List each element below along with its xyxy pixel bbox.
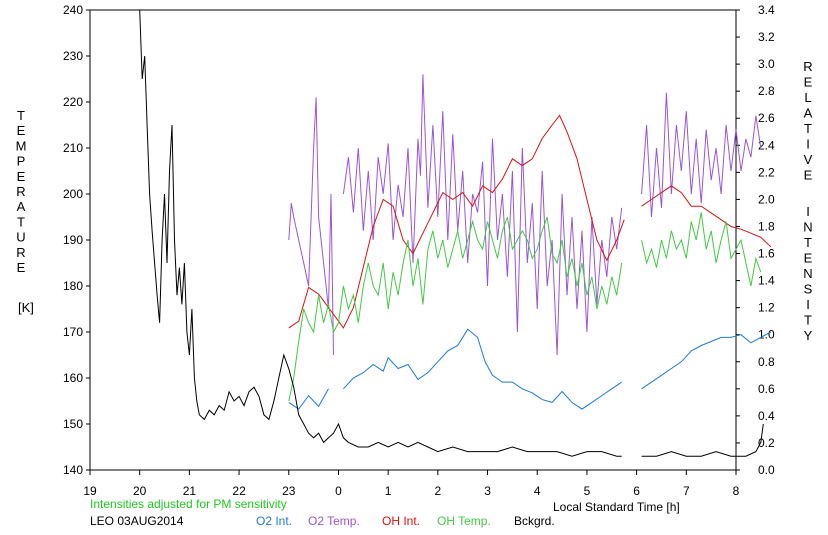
- right-label-letter: T: [804, 235, 812, 250]
- right-tick-label: 0.4: [758, 409, 775, 423]
- x-tick-label: 20: [133, 484, 147, 498]
- x-axis-label: Local Standard Time [h]: [553, 500, 680, 514]
- right-label-letter: A: [804, 106, 813, 121]
- right-tick-label: 0.8: [758, 355, 775, 369]
- right-tick-label: 0.2: [758, 436, 775, 450]
- right-label-letter: L: [804, 90, 811, 105]
- x-axis-ticks: 19 20 21 22 23 0 1 2 3 4 5 6 7 8: [83, 470, 740, 498]
- series-line-o2-int: [641, 331, 772, 390]
- legend-o2-temp: O2 Temp.: [308, 514, 360, 528]
- left-label-letter: R: [16, 184, 25, 199]
- right-tick-label: 3.0: [758, 57, 775, 71]
- right-label-letter: N: [803, 266, 812, 281]
- right-tick-label: 2.8: [758, 84, 775, 98]
- right-label-letter: R: [803, 59, 812, 74]
- left-label-letter: U: [16, 230, 25, 245]
- right-tick-label: 1.6: [758, 247, 775, 261]
- left-label-letter: R: [16, 245, 25, 260]
- right-tick-label: 1.2: [758, 301, 775, 315]
- x-tick-label: 8: [733, 484, 740, 498]
- right-label-letter: V: [804, 152, 813, 167]
- left-label-letter: E: [17, 169, 26, 184]
- right-label-letter: E: [804, 251, 813, 266]
- right-label-letter: E: [804, 168, 813, 183]
- left-tick-label: 160: [63, 371, 83, 385]
- x-tick-label: 21: [183, 484, 197, 498]
- pm-sensitivity-note: Intensities adjusted for PM sensitivity: [90, 497, 287, 511]
- left-tick-label: 140: [63, 463, 83, 477]
- right-label-letter: I: [806, 137, 810, 152]
- left-tick-label: 150: [63, 417, 83, 431]
- left-tick-label: 230: [63, 49, 83, 63]
- left-label-letter: T: [17, 214, 25, 229]
- x-tick-label: 5: [584, 484, 591, 498]
- left-tick-label: 220: [63, 95, 83, 109]
- right-label-letter: E: [804, 75, 813, 90]
- left-label-letter: P: [17, 154, 26, 169]
- left-tick-label: 210: [63, 141, 83, 155]
- right-tick-label: 3.2: [758, 30, 775, 44]
- series-line-o2-temp: [288, 97, 334, 356]
- series-line-oh-temp: [641, 212, 762, 287]
- legend-oh-int: OH Int.: [382, 514, 420, 528]
- x-tick-label: 4: [534, 484, 541, 498]
- x-tick-label: 23: [282, 484, 296, 498]
- series-line-o2-temp: [641, 92, 762, 218]
- series-line-bckgrd: [641, 423, 764, 457]
- right-tick-label: 1.4: [758, 274, 775, 288]
- right-label-letter: I: [806, 297, 810, 312]
- legend-o2-int: O2 Int.: [256, 514, 292, 528]
- left-axis-ticks: 240 230 220 210 200 190 180 170 160 150 140: [63, 3, 90, 477]
- left-axis-unit: [K]: [18, 300, 34, 315]
- series-line-oh-temp: [288, 216, 623, 402]
- series-group: [139, 9, 772, 457]
- x-tick-label: 19: [83, 484, 97, 498]
- right-tick-label: 1.8: [758, 219, 775, 233]
- right-label-letter: I: [806, 204, 810, 219]
- right-tick-label: 0.0: [758, 463, 775, 477]
- series-line-oh-int: [641, 185, 772, 248]
- right-label-letter: T: [804, 313, 812, 328]
- left-label-letter: A: [17, 199, 26, 214]
- x-tick-label: 7: [683, 484, 690, 498]
- series-line-o2-int: [343, 328, 622, 410]
- station-date-label: LEO 03AUG2014: [90, 514, 184, 528]
- right-tick-label: 3.4: [758, 3, 775, 17]
- right-tick-label: 2.4: [758, 138, 775, 152]
- legend-oh-temp: OH Temp.: [437, 514, 491, 528]
- right-label-letter: N: [803, 220, 812, 235]
- left-tick-label: 180: [63, 279, 83, 293]
- right-label-letter: S: [804, 282, 813, 297]
- x-tick-label: 1: [385, 484, 392, 498]
- x-tick-label: 3: [484, 484, 491, 498]
- left-tick-label: 190: [63, 233, 83, 247]
- right-tick-label: 2.6: [758, 111, 775, 125]
- right-tick-label: 2.0: [758, 192, 775, 206]
- x-tick-label: 0: [335, 484, 342, 498]
- right-tick-label: 0.6: [758, 382, 775, 396]
- series-line-o2-temp: [342, 74, 623, 356]
- series-line-bckgrd: [139, 9, 622, 457]
- series-line-o2-int: [288, 388, 329, 410]
- right-label-letter: Y: [804, 328, 813, 343]
- series-line-oh-int: [288, 114, 625, 329]
- left-tick-label: 170: [63, 325, 83, 339]
- left-label-letter: E: [17, 123, 26, 138]
- left-tick-label: 200: [63, 187, 83, 201]
- x-tick-label: 6: [633, 484, 640, 498]
- right-label-letter: T: [804, 121, 812, 136]
- plot-frame: [89, 9, 737, 471]
- left-tick-label: 240: [63, 3, 83, 17]
- x-tick-label: 2: [435, 484, 442, 498]
- left-label-letter: M: [16, 138, 27, 153]
- right-axis-ticks: 3.43.23.02.82.62.42.22.01.81.61.41.21.00…: [736, 3, 775, 477]
- right-tick-label: 2.2: [758, 165, 775, 179]
- x-tick-label: 22: [232, 484, 246, 498]
- legend-bckgrd: Bckgrd.: [514, 514, 555, 528]
- left-label-letter: T: [17, 108, 25, 123]
- left-label-letter: E: [17, 260, 26, 275]
